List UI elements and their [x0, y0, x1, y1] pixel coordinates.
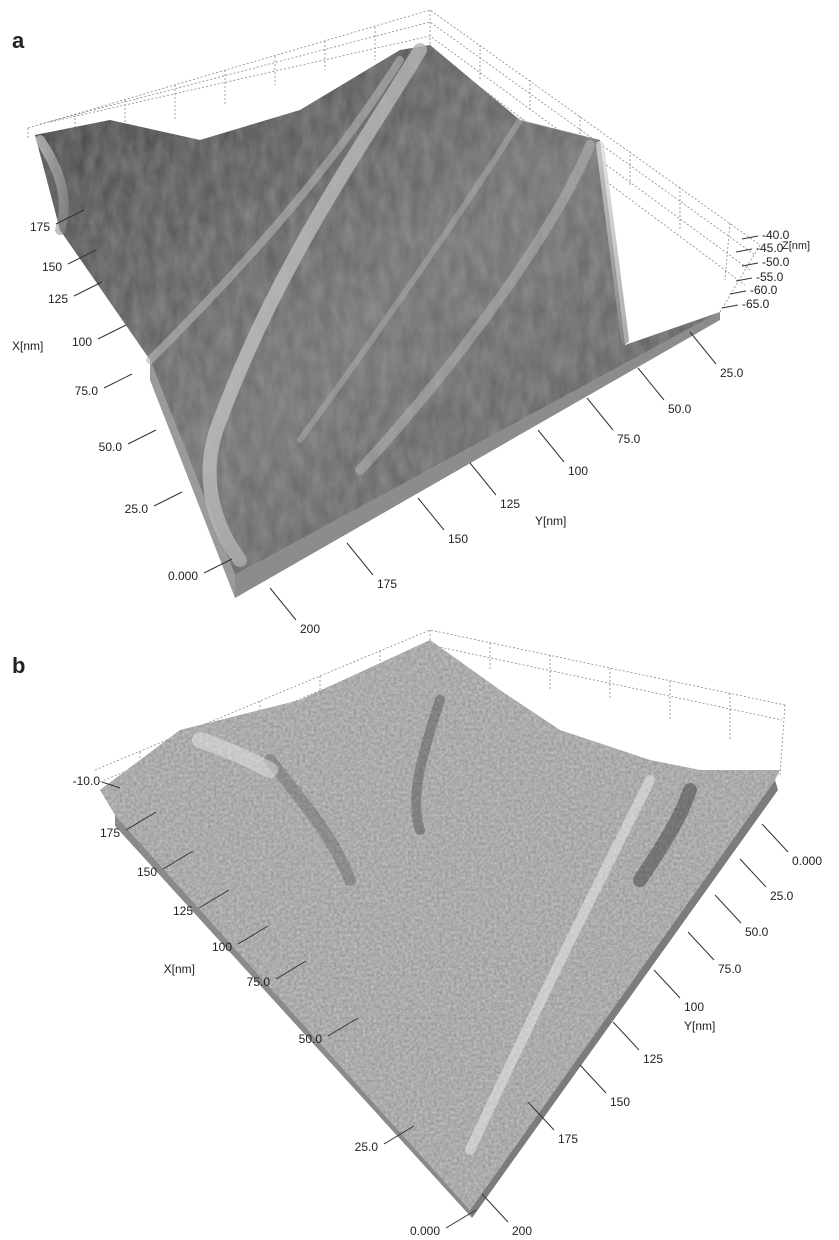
y-tick-label: 150	[610, 1095, 630, 1109]
z-tick-label: -45.0	[756, 241, 784, 255]
x-tick-label: 100	[212, 940, 232, 954]
panel-label: b	[12, 653, 25, 678]
tick-mark	[470, 463, 496, 495]
x-tick-label: 50.0	[299, 1032, 323, 1046]
tick-mark	[638, 368, 664, 400]
tick-mark	[154, 492, 182, 506]
tick-mark	[74, 282, 102, 296]
tick-mark	[347, 543, 373, 575]
y-tick-label: 25.0	[770, 889, 794, 903]
z-axis-title: Z[nm]	[782, 240, 810, 252]
tick-mark	[270, 588, 296, 620]
y-tick-label: 75.0	[617, 432, 641, 446]
tick-mark	[580, 1065, 606, 1093]
tick-mark	[613, 1022, 639, 1050]
tick-mark	[762, 824, 788, 852]
x-axis-title: X[nm]	[164, 962, 195, 976]
y-tick-label: 50.0	[745, 925, 769, 939]
z-tick-label: -65.0	[742, 297, 770, 311]
x-tick-label: 175	[30, 220, 50, 234]
z-tick-label: -10.0	[73, 774, 101, 788]
x-tick-label: 175	[100, 826, 120, 840]
x-tick-label: 150	[42, 260, 62, 274]
x-tick-label: 150	[137, 865, 157, 879]
x-tick-label: 100	[72, 335, 92, 349]
x-tick-label: 25.0	[125, 502, 149, 516]
z-tick-label: -60.0	[750, 283, 778, 297]
x-tick-label: 75.0	[75, 384, 99, 398]
y-axis-title: Y[nm]	[535, 514, 566, 528]
tick-mark	[446, 1210, 476, 1228]
y-tick-label: 100	[568, 464, 588, 478]
tick-mark	[418, 498, 444, 530]
y-tick-label: 200	[300, 622, 320, 636]
tick-mark	[715, 895, 741, 923]
z-tick-label: -50.0	[762, 255, 790, 269]
tick-mark	[742, 263, 758, 266]
z-tick-label: -55.0	[756, 270, 784, 284]
panel-label: a	[12, 28, 25, 53]
y-tick-label: 75.0	[718, 962, 742, 976]
tick-mark	[742, 236, 758, 239]
tick-mark	[538, 430, 564, 462]
x-tick-label: 125	[173, 904, 193, 918]
tick-mark	[98, 325, 126, 339]
tick-mark	[730, 291, 746, 294]
y-tick-label: 200	[512, 1224, 532, 1238]
tick-mark	[654, 970, 680, 998]
y-tick-label: 25.0	[720, 366, 744, 380]
x-tick-label: 0.000	[168, 569, 198, 583]
tick-mark	[736, 278, 752, 281]
tick-mark	[740, 859, 766, 887]
tick-mark	[104, 374, 132, 388]
y-axis-title: Y[nm]	[684, 1019, 715, 1033]
x-tick-label: 75.0	[247, 975, 271, 989]
y-tick-label: 150	[448, 532, 468, 546]
x-axis-title: X[nm]	[12, 339, 43, 353]
y-tick-label: 125	[500, 497, 520, 511]
x-tick-label: 25.0	[355, 1140, 379, 1154]
x-tick-label: 0.000	[410, 1224, 440, 1238]
figure: a b	[0, 0, 839, 1240]
y-tick-label: 100	[684, 1000, 704, 1014]
tick-mark	[482, 1194, 508, 1222]
y-tick-label: 50.0	[668, 402, 692, 416]
panel-b: b	[12, 630, 785, 1218]
tick-mark	[587, 398, 613, 430]
tick-mark	[722, 305, 738, 308]
y-tick-label: 175	[377, 577, 397, 591]
tick-mark	[128, 430, 156, 444]
x-tick-label: 125	[48, 292, 68, 306]
y-tick-label: 125	[643, 1052, 663, 1066]
y-tick-label: 175	[558, 1132, 578, 1146]
x-tick-label: 50.0	[99, 440, 123, 454]
tick-mark	[690, 332, 716, 364]
y-tick-label: 0.000	[792, 854, 822, 868]
tick-mark	[688, 932, 714, 960]
